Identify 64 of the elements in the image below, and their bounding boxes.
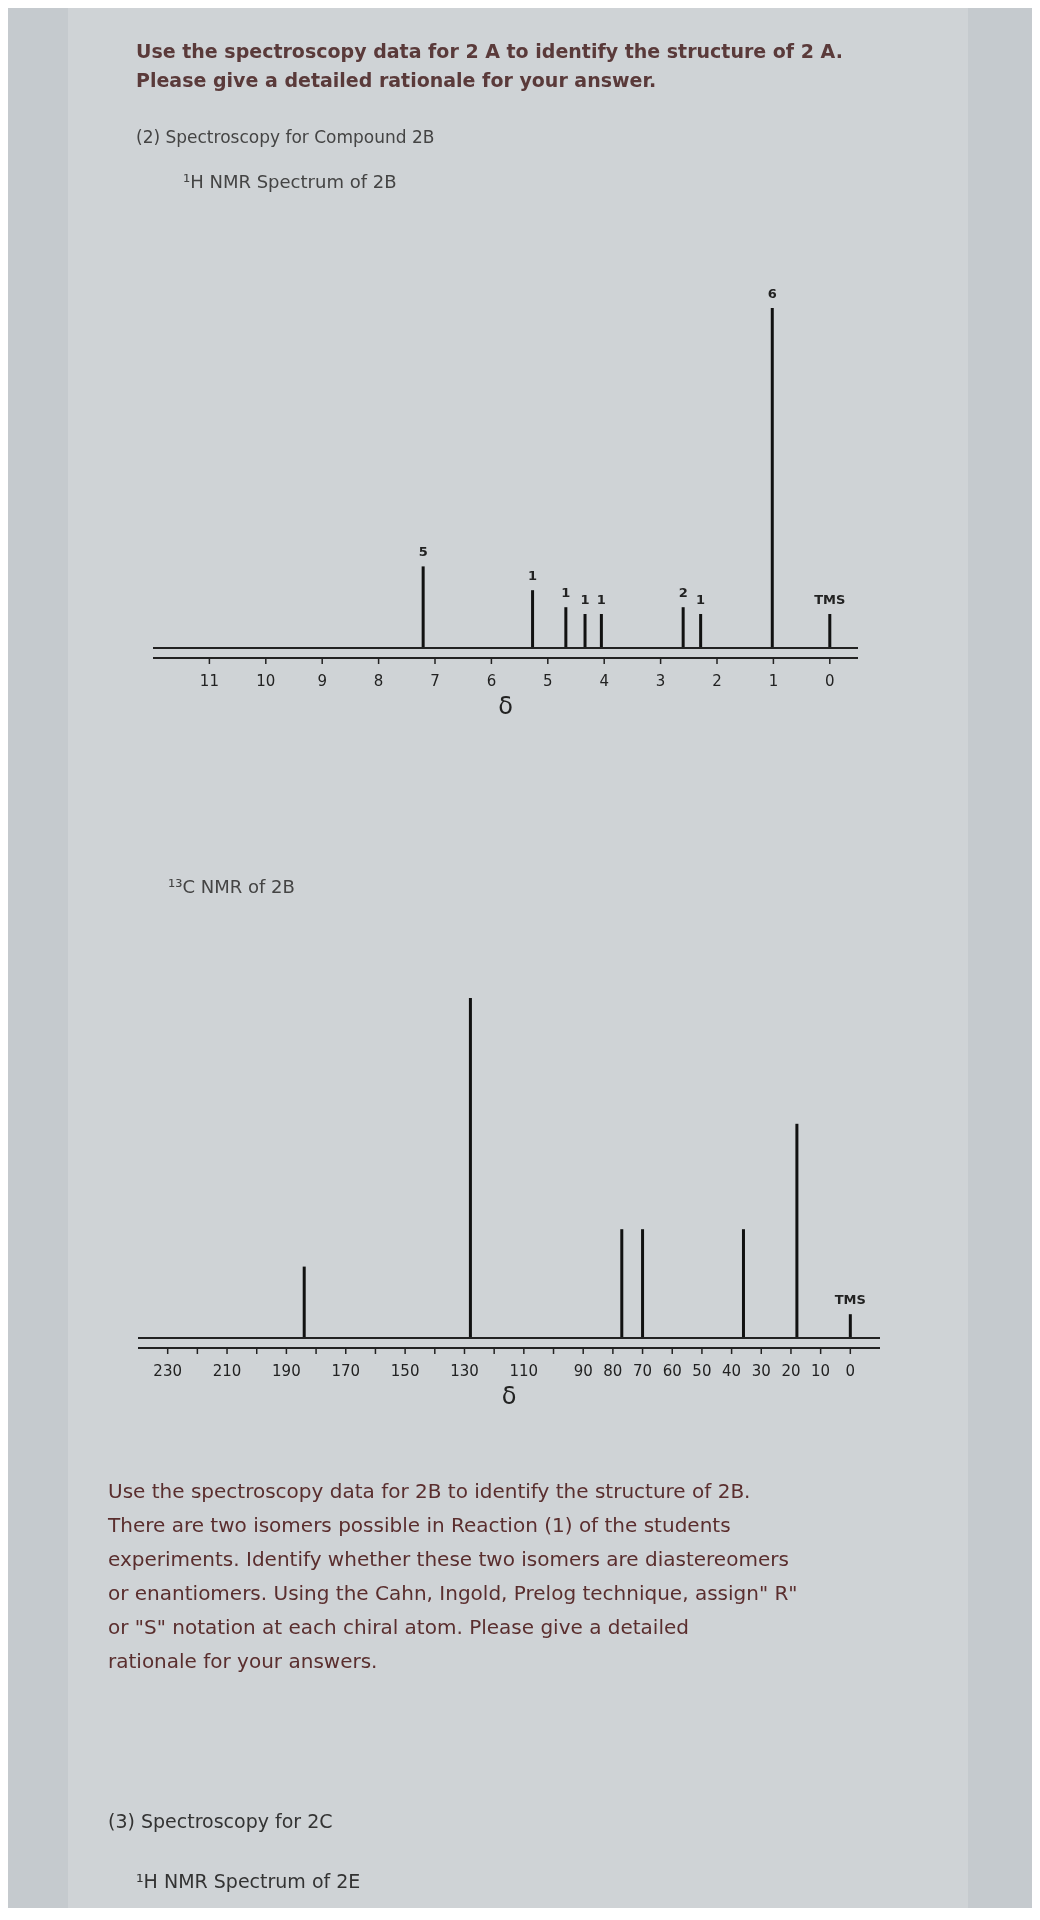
x-tick-label: 11	[199, 672, 219, 690]
bar	[620, 1229, 624, 1338]
x-tick-label: 2	[712, 672, 722, 690]
bar	[770, 308, 774, 648]
annotation: 6	[767, 286, 777, 301]
x-tick-label: 20	[781, 1362, 801, 1380]
bar	[848, 1314, 852, 1338]
annotation: 5	[418, 544, 428, 560]
chart-title: ¹³C NMR of 2B	[168, 876, 295, 897]
x-tick-label: 5	[543, 672, 553, 690]
x-tick-label: 40	[722, 1362, 742, 1380]
x-tick-label: 3	[655, 672, 666, 690]
x-tick-label: 0	[845, 1362, 856, 1380]
text: ¹H NMR Spectrum of 2E	[136, 1870, 361, 1892]
text: (2) Spectroscopy for Compound 2B	[136, 127, 435, 147]
text: Use the spectroscopy data for 2B to identify the structure of 2B. There are two isomers possible in Reaction (1) of the students experiments. Identify whether these two isomers are diastereomers or enantiomers. Using the Cahn, Ingold, Prelog technique, assign" R" or "S" notation at each chiral atom. Please give a detailed rationale for your answers.	[107, 1479, 798, 1673]
bar	[302, 1266, 306, 1338]
x-tick-label: 190	[272, 1362, 301, 1380]
annotation: TMS	[814, 592, 846, 607]
x-tick-label: 80	[603, 1362, 623, 1380]
bar	[828, 614, 832, 648]
bar	[531, 590, 535, 648]
x-tick-label: 170	[331, 1362, 361, 1380]
x-tick-label: 4	[599, 672, 609, 690]
bar	[699, 614, 703, 648]
x-axis-title: δ	[498, 692, 513, 720]
chart-title: ¹H NMR Spectrum of 2B	[183, 171, 397, 192]
bar	[583, 614, 587, 648]
annotation: 1	[580, 592, 590, 607]
annotation: TMS	[834, 1292, 866, 1308]
bar	[599, 614, 603, 648]
x-tick-label: 0	[825, 672, 835, 690]
x-tick-label: 10	[256, 672, 276, 690]
x-tick-label: 110	[509, 1362, 539, 1380]
x-tick-label: 70	[633, 1362, 653, 1380]
bar	[468, 998, 472, 1338]
x-tick-label: 30	[751, 1362, 771, 1380]
bar	[681, 607, 685, 648]
text: (3) Spectroscopy for 2C	[108, 1810, 333, 1832]
x-tick-label: 90	[573, 1362, 593, 1380]
x-tick-label: 50	[692, 1362, 712, 1380]
x-tick-label: 9	[317, 672, 327, 690]
x-tick-label: 7	[430, 672, 440, 690]
x-tick-label: 230	[153, 1362, 182, 1380]
bar	[795, 1123, 799, 1338]
x-axis-title: δ	[501, 1382, 517, 1410]
x-tick-label: 10	[811, 1362, 831, 1380]
bar	[421, 566, 425, 648]
bar	[641, 1229, 645, 1338]
annotation: 1	[528, 568, 538, 584]
annotation: 2	[678, 585, 688, 601]
annotation: 1	[596, 592, 606, 607]
x-tick-label: 60	[662, 1362, 682, 1380]
x-tick-label: 8	[373, 672, 384, 690]
text: Use the spectroscopy data for 2 A to identify the structure of 2 A. Please give a detailed rationale for your answer.	[136, 40, 843, 92]
x-tick-label: 6	[486, 672, 497, 690]
x-tick-label: 130	[450, 1362, 479, 1380]
x-tick-label: 210	[212, 1362, 242, 1380]
annotation: 1	[561, 585, 571, 601]
x-tick-label: 150	[390, 1362, 420, 1380]
annotation: 1	[696, 592, 706, 607]
x-tick-label: 1	[768, 672, 779, 690]
bar	[564, 607, 568, 648]
bar	[741, 1229, 745, 1338]
